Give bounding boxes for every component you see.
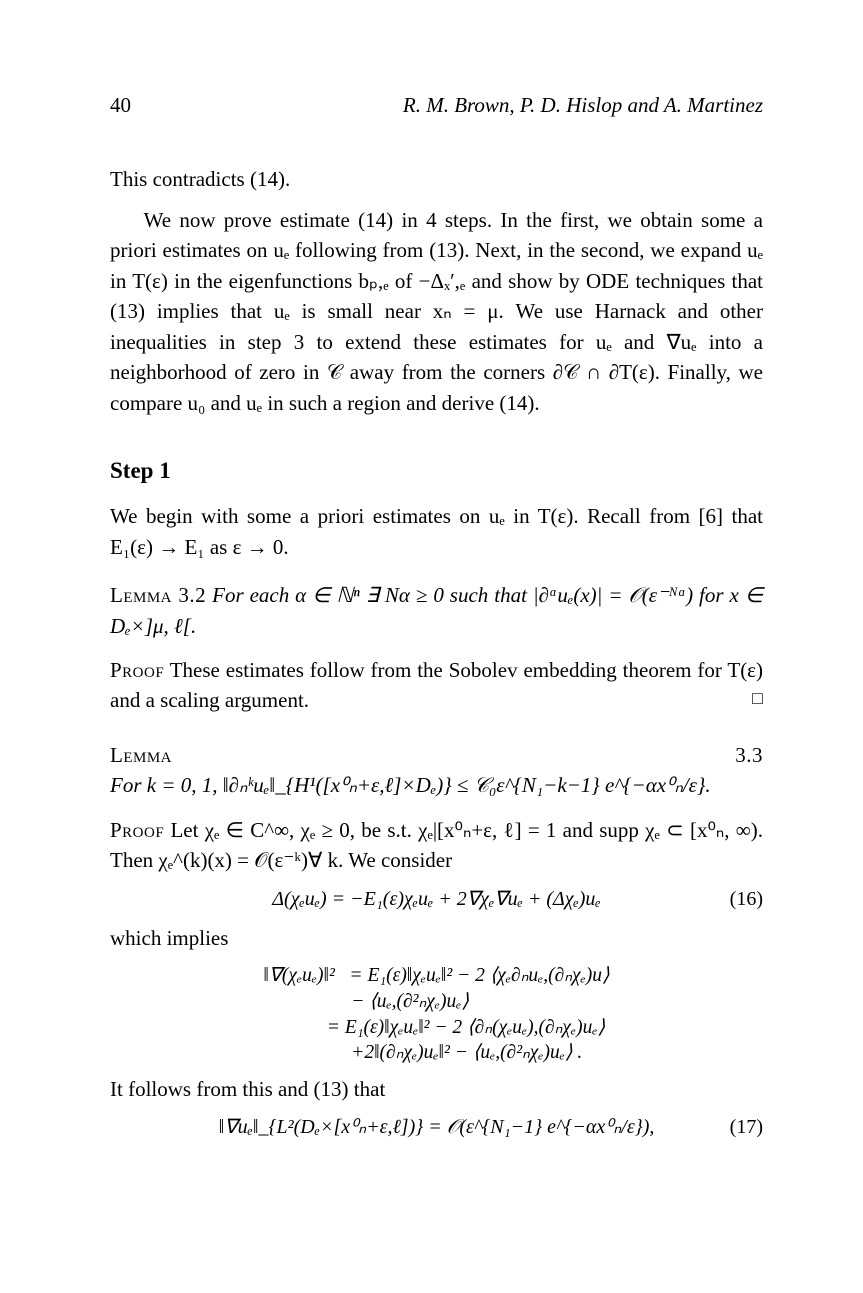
step-1-intro: We begin with some a priori estimates on… — [110, 501, 763, 562]
lemma-3-2-statement: For each α ∈ ℕⁿ ∃ Nα ≥ 0 such that |∂ᵅuₑ… — [110, 583, 763, 637]
lemma-3-3-label: Lemma 3.3 — [110, 743, 763, 767]
header-authors: R. M. Brown, P. D. Hislop and A. Martine… — [403, 90, 763, 120]
equation-17-body: ‖∇uₑ‖_{L²(Dₑ×[x⁰ₙ+ε,ℓ])} = 𝒪(ε^{N₁−1} e^… — [219, 1114, 655, 1141]
equation-17: ‖∇uₑ‖_{L²(Dₑ×[x⁰ₙ+ε,ℓ])} = 𝒪(ε^{N₁−1} e^… — [110, 1114, 763, 1141]
proof-3-2-text: These estimates follow from the Sobolev … — [110, 658, 763, 712]
equation-17-number: (17) — [730, 1113, 763, 1142]
equation-16-body: Δ(χₑuₑ) = −E₁(ε)χₑuₑ + 2∇χₑ∇uₑ + (Δχₑ)uₑ — [272, 886, 600, 913]
it-follows: It follows from this and (13) that — [110, 1074, 763, 1104]
equation-16: Δ(χₑuₑ) = −E₁(ε)χₑuₑ + 2∇χₑ∇uₑ + (Δχₑ)uₑ… — [110, 886, 763, 913]
lemma-3-3: Lemma 3.3 For k = 0, 1, ‖∂ₙᵏuₑ‖_{H¹([x⁰ₙ… — [110, 740, 763, 801]
lemma-3-3-statement: For k = 0, 1, ‖∂ₙᵏuₑ‖_{H¹([x⁰ₙ+ε,ℓ]×Dₑ)}… — [110, 773, 711, 797]
paragraph-overview: We now prove estimate (14) in 4 steps. I… — [110, 205, 763, 418]
paragraph-contradicts: This contradicts (14). — [110, 164, 763, 194]
page-number: 40 — [110, 90, 131, 120]
step-1-heading: Step 1 — [110, 454, 763, 487]
page: 40 R. M. Brown, P. D. Hislop and A. Mart… — [0, 0, 863, 1293]
proof-3-3: Proof Let χₑ ∈ C^∞, χₑ ≥ 0, be s.t. χₑ|[… — [110, 815, 763, 876]
equation-16-number: (16) — [730, 885, 763, 914]
multiline-derivation: ‖∇(χₑuₑ)‖² = E₁(ε)‖χₑuₑ‖² − 2 ⟨χₑ∂ₙuₑ,(∂… — [110, 963, 763, 1066]
multiline-derivation-body: ‖∇(χₑuₑ)‖² = E₁(ε)‖χₑuₑ‖² − 2 ⟨χₑ∂ₙuₑ,(∂… — [263, 963, 609, 1066]
which-implies: which implies — [110, 923, 763, 953]
qed-icon: □ — [752, 685, 763, 711]
lemma-3-2: Lemma 3.2 For each α ∈ ℕⁿ ∃ Nα ≥ 0 such … — [110, 580, 763, 641]
proof-3-3-label: Proof — [110, 818, 164, 842]
lemma-3-2-label: Lemma 3.2 — [110, 583, 206, 607]
proof-3-2-label: Proof — [110, 658, 164, 682]
proof-3-3-line1: Let χₑ ∈ C^∞, χₑ ≥ 0, be s.t. χₑ|[x⁰ₙ+ε,… — [110, 818, 763, 872]
running-header: 40 R. M. Brown, P. D. Hislop and A. Mart… — [110, 90, 763, 120]
proof-3-2: Proof These estimates follow from the So… — [110, 655, 763, 716]
